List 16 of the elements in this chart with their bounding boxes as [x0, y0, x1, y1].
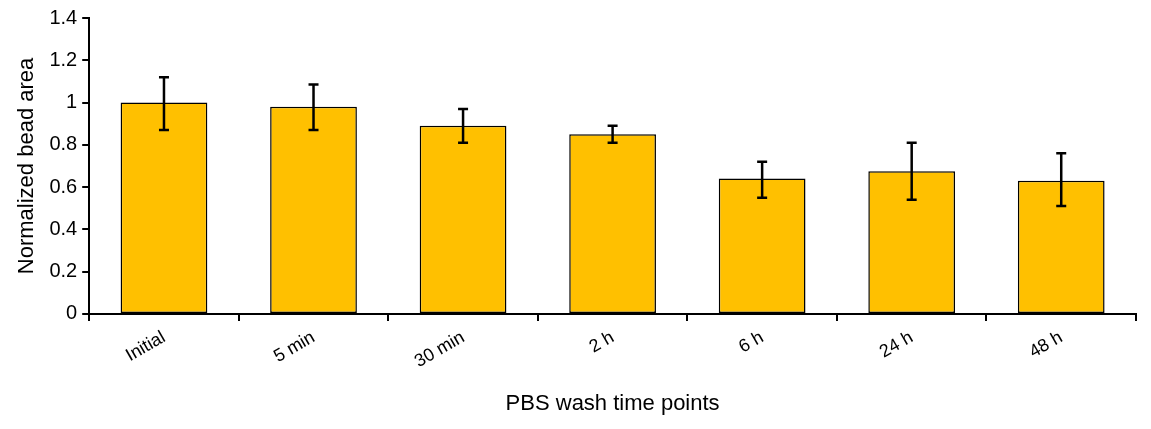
- x-tick-label: 30 min: [410, 326, 468, 371]
- x-tick-label: 6 h: [734, 326, 767, 357]
- x-tick-label: 2 h: [585, 326, 618, 357]
- y-tick-label: 1.2: [49, 47, 78, 70]
- y-tick-label: 1.4: [49, 5, 78, 28]
- y-tick-label: 0.4: [49, 216, 78, 239]
- y-axis-title: Normalized bead area: [13, 56, 39, 275]
- x-tick-label: 5 min: [269, 326, 318, 366]
- y-tick-label: 0.8: [49, 132, 78, 155]
- y-tick-label: 1: [66, 90, 78, 113]
- y-tick-label: 0.6: [49, 174, 78, 197]
- x-tick-label: 24 h: [875, 326, 917, 362]
- x-tick-label: 48 h: [1025, 326, 1066, 362]
- x-axis-title: PBS wash time points: [505, 389, 720, 415]
- y-tick-label: 0.2: [49, 259, 78, 282]
- y-tick-label: 0: [66, 301, 78, 324]
